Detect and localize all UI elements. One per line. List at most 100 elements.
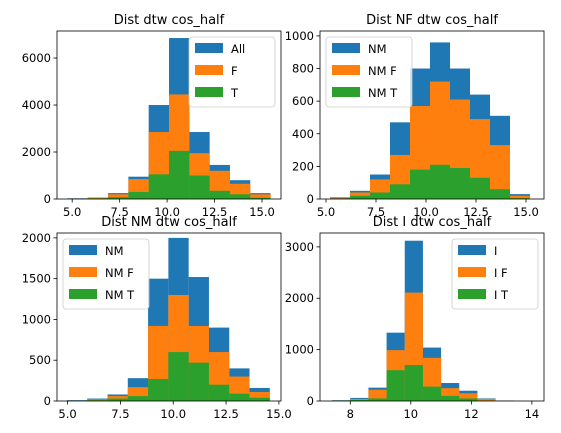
bar-nm-t: [107, 398, 128, 401]
legend-swatch: [195, 43, 223, 53]
bar-nm-t: [127, 396, 149, 401]
legend-swatch: [332, 43, 360, 53]
legend-label: I T: [494, 288, 509, 302]
bar-i-t: [441, 395, 460, 401]
legend-label: T: [230, 86, 239, 100]
y-tick-label: 400: [292, 127, 314, 141]
x-tick-label: 10.0: [154, 205, 180, 219]
legend-swatch: [69, 289, 97, 299]
bar-nm-t: [350, 195, 370, 199]
y-tick-label: 500: [29, 353, 51, 367]
legend-swatch: [458, 267, 486, 277]
x-tick-label: 15.0: [249, 205, 275, 219]
legend-swatch: [458, 289, 486, 299]
bar-i-t: [422, 386, 442, 401]
bar-nm-t: [168, 352, 189, 401]
bar-i-t: [386, 370, 405, 401]
x-tick-label: 8: [347, 407, 354, 421]
legend-label: NM T: [368, 86, 398, 100]
y-tick-label: 0: [44, 394, 51, 408]
chart-title: Dist NF dtw cos_half: [366, 13, 498, 28]
bar-nm-f: [350, 192, 370, 199]
x-tick-label: 5.0: [58, 407, 76, 421]
bar-i-t: [404, 365, 423, 401]
x-tick-label: 7.5: [367, 205, 385, 219]
axes-frame: [319, 30, 545, 200]
bar-nm-f: [249, 392, 270, 401]
bar-i-t: [368, 398, 387, 401]
legend-swatch: [332, 87, 360, 97]
bar-f: [250, 194, 271, 199]
legend-label: NM F: [105, 266, 134, 280]
x-tick-label: 14: [525, 407, 540, 421]
y-tick-label: 6000: [22, 51, 51, 65]
axes-frame: [319, 232, 545, 402]
bar-nm-f: [330, 198, 350, 199]
legend: NM NM F NM T: [325, 36, 413, 108]
y-tick-label: 1000: [285, 343, 314, 357]
x-tick-label: 10.0: [413, 205, 439, 219]
bar-t: [108, 197, 129, 199]
bar-i-f: [368, 389, 387, 401]
x-tick-label: 12.5: [213, 407, 239, 421]
legend-label: I F: [494, 266, 508, 280]
legend-label: F: [231, 64, 238, 78]
y-tick-label: 0: [307, 192, 314, 206]
bar-t: [189, 175, 210, 199]
bar-nm-t: [450, 168, 470, 199]
bar-nm-t: [390, 184, 410, 199]
legend-swatch: [332, 65, 360, 75]
bar-nm-t: [510, 198, 530, 199]
legend-label: I: [494, 244, 497, 258]
y-tick-label: 200: [292, 159, 314, 173]
chart-title: Dist NM dtw cos_half: [101, 215, 237, 230]
legend-label: NM: [368, 42, 387, 56]
legend-swatch: [69, 245, 97, 255]
x-tick-label: 10: [403, 407, 418, 421]
chart-title: Dist dtw cos_half: [114, 13, 225, 28]
bar-nm-t: [208, 384, 230, 401]
x-tick-label: 7.5: [110, 205, 128, 219]
legend: I I F I T: [451, 238, 539, 310]
bar-t: [128, 191, 149, 199]
y-tick-label: 2000: [22, 145, 51, 159]
x-tick-label: 10.0: [160, 407, 186, 421]
subplot-1: 5.0 7.5 10.0 12.5 15.0 0 2000 4000 6000 Dist dtw …: [22, 13, 282, 219]
legend-swatch: [195, 65, 223, 75]
legend-label: NM: [105, 244, 124, 258]
bar-f: [108, 194, 129, 199]
y-tick-label: 3000: [285, 240, 314, 254]
bar-nm-t: [370, 192, 390, 199]
chart-title: Dist I dtw cos_half: [373, 215, 492, 230]
x-tick-label: 12: [464, 407, 479, 421]
y-tick-label: 1000: [285, 29, 314, 43]
legend-swatch: [69, 267, 97, 277]
bar-i-f: [459, 393, 478, 401]
bar-t: [250, 197, 271, 199]
axes-frame: [56, 232, 282, 402]
bar-nm-t: [87, 400, 108, 401]
axes-frame: [56, 30, 282, 200]
x-tick-label: 7.5: [111, 407, 129, 421]
bar-nm-t: [470, 177, 490, 199]
bar-t: [148, 174, 169, 199]
bar-t: [209, 190, 230, 199]
legend-label: NM T: [105, 288, 135, 302]
x-tick-label: 15.0: [266, 407, 292, 421]
bar-i-f: [477, 398, 496, 401]
x-tick-label: 5.0: [317, 205, 335, 219]
bar-nm-t: [188, 362, 209, 401]
bar-nm-t: [490, 189, 510, 199]
bar-nm-f: [490, 145, 510, 199]
x-tick-label: 12.5: [463, 205, 489, 219]
legend-swatch: [458, 245, 486, 255]
x-tick-label: 15.0: [513, 205, 539, 219]
bar-nm-t: [229, 393, 250, 401]
bar-nm-t: [148, 378, 169, 401]
y-tick-label: 0: [44, 192, 51, 206]
bar-t: [229, 194, 251, 199]
legend: All FT: [188, 36, 276, 108]
legend-label: NM F: [368, 64, 397, 78]
